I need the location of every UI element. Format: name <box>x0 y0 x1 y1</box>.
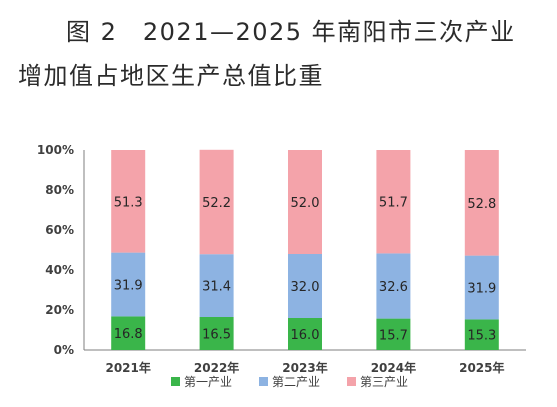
data-label: 31.9 <box>467 282 496 297</box>
bar-segment-2 <box>464 255 499 320</box>
data-label: 15.3 <box>467 329 496 344</box>
bar-segment-3 <box>288 150 322 254</box>
x-tick-label: 2021年 <box>105 360 150 375</box>
bar-segment-1 <box>199 317 234 350</box>
title-line-2: 增加值占地区生产总值比重 <box>18 62 324 90</box>
legend-label: 第一产业 <box>184 375 232 389</box>
bar-segment-3 <box>464 150 499 256</box>
bar-segment-1 <box>464 319 499 350</box>
x-tick-label: 2023年 <box>282 360 327 375</box>
data-label: 52.8 <box>467 197 496 212</box>
bar-segment-2 <box>111 252 146 317</box>
data-label: 32.0 <box>291 280 320 295</box>
x-tick-label: 2024年 <box>371 360 416 375</box>
bar-segment-1 <box>111 316 146 350</box>
legend-swatch <box>259 377 268 386</box>
bar-segment-2 <box>376 253 411 319</box>
legend-label: 第三产业 <box>360 375 408 389</box>
data-label: 52.2 <box>202 196 231 211</box>
x-tick-label: 2025年 <box>459 360 504 375</box>
data-label: 16.8 <box>114 327 143 342</box>
data-label: 31.4 <box>202 280 231 295</box>
y-tick-label: 80% <box>45 183 74 197</box>
legend-swatch <box>171 377 180 386</box>
bar-segment-2 <box>199 254 234 317</box>
x-tick-label: 2022年 <box>194 360 239 375</box>
data-label: 51.7 <box>379 196 408 211</box>
y-tick-label: 60% <box>45 223 74 237</box>
bar-segment-3 <box>199 149 234 255</box>
y-tick-label: 0% <box>54 343 74 357</box>
bar-segment-1 <box>376 318 411 350</box>
data-label: 16.5 <box>202 328 231 343</box>
data-label: 32.6 <box>379 280 408 295</box>
data-label: 52.0 <box>291 196 320 211</box>
data-label: 51.3 <box>114 195 143 210</box>
legend-label: 第二产业 <box>272 375 320 389</box>
y-tick-label: 20% <box>45 303 74 317</box>
bar-segment-3 <box>376 150 411 254</box>
y-tick-label: 100% <box>37 143 74 157</box>
y-tick-label: 40% <box>45 263 74 277</box>
legend-swatch <box>347 377 356 386</box>
bar-segment-2 <box>288 254 322 318</box>
title-line-1: 图 2 2021—2025 年南阳市三次产业 <box>66 18 516 46</box>
bar-segment-3 <box>111 150 146 253</box>
bar-segment-1 <box>288 318 322 350</box>
data-label: 15.7 <box>379 328 408 343</box>
data-label: 16.0 <box>291 328 320 343</box>
data-label: 31.9 <box>114 279 143 294</box>
figure-title: 图 2 2021—2025 年南阳市三次产业 增加值占地区生产总值比重 <box>0 0 557 100</box>
